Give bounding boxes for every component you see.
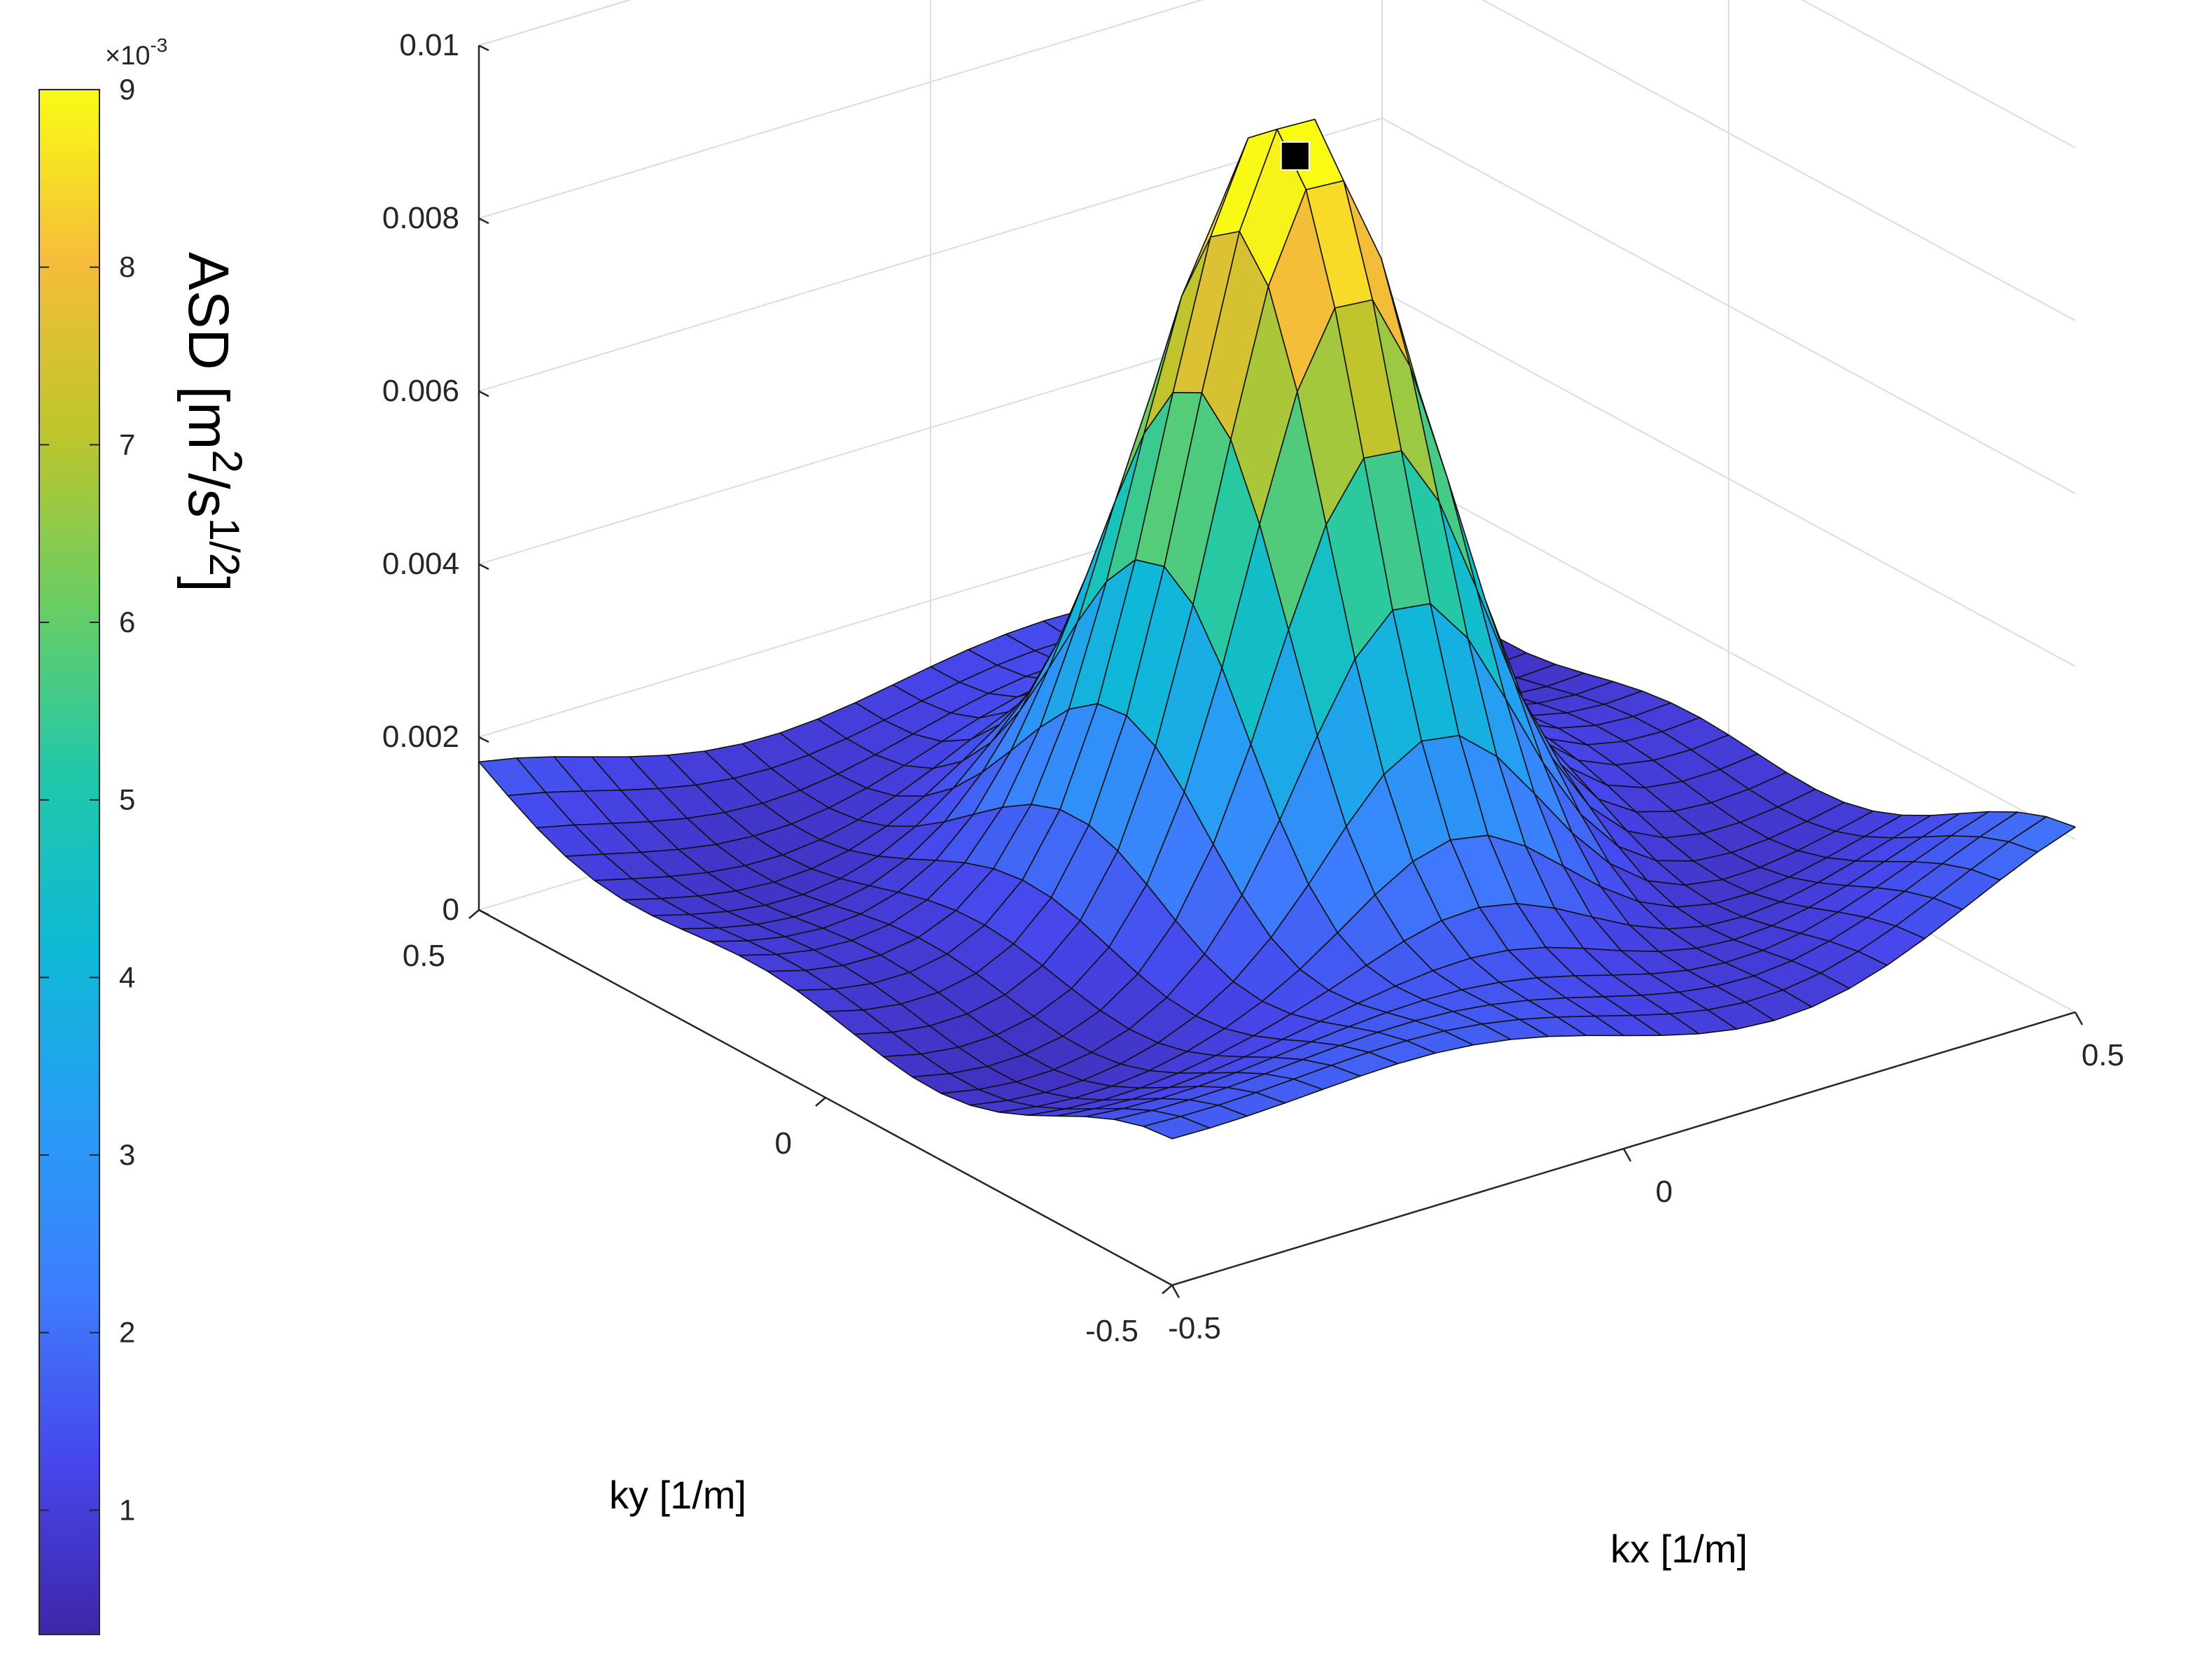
colorbar-bar (39, 89, 100, 1635)
surface-patch (1143, 1116, 1211, 1140)
colorbar-tick-label: 7 (119, 428, 135, 461)
z-tick (478, 736, 489, 743)
colorbar-tick-label: 5 (119, 783, 135, 816)
z-tick (478, 390, 489, 398)
colorbar-tick-label: 2 (119, 1316, 135, 1349)
z-tick (478, 909, 489, 916)
x-tick-label: 0 (1656, 1175, 1673, 1209)
x-tick-label: 0.5 (2082, 1038, 2124, 1072)
colorbar-label: ASD [m2/s1/2] (176, 252, 251, 592)
z-tick-label: 0.004 (382, 547, 459, 581)
colorbar-tick-label: 6 (119, 606, 135, 638)
z-tick-label: 0.006 (382, 374, 459, 408)
x-tick (2074, 1011, 2084, 1026)
z-tick (478, 563, 489, 570)
x-axis-label: kx [1/m] (1610, 1527, 1748, 1571)
colorbar-tick-label: 1 (119, 1493, 135, 1526)
y-tick-label: 0.5 (403, 939, 445, 973)
y-tick-label: 0 (775, 1126, 792, 1161)
x-tick (1171, 1284, 1180, 1298)
peak-marker-layer (1280, 141, 1310, 171)
z-tick-label: 0.01 (399, 28, 459, 62)
colorbar-tick-label: 8 (119, 251, 135, 284)
y-tick (815, 1097, 826, 1107)
peak-marker (1280, 141, 1310, 171)
z-tick-label: 0.002 (382, 720, 459, 754)
colorbar-ticks: 1 2 3 4 5 6 7 8 9 (39, 73, 135, 1526)
y-tick (468, 909, 480, 919)
z-tick (478, 217, 489, 225)
y-axis-label: ky [1/m] (609, 1473, 746, 1517)
y-tick-label: -0.5 (1085, 1314, 1138, 1348)
z-tick-label: 0 (443, 892, 459, 927)
y-tick (1162, 1284, 1173, 1294)
x-tick-label: -0.5 (1168, 1311, 1221, 1345)
tick-labels: 0 0.002 0.004 0.006 0.008 0.01 -0.5 0 0.5 -0.5 0 0.… (382, 28, 2124, 1348)
colorbar-tick-label: 4 (119, 960, 135, 993)
x-tick (1622, 1148, 1632, 1162)
colorbar-tick-label: 3 (119, 1138, 135, 1171)
z-gridline (478, 0, 2076, 321)
z-gridline (478, 0, 2076, 148)
colorbar-tick-label: 9 (119, 73, 135, 106)
colorbar: 1 2 3 4 5 6 7 8 9 ×10-3 ASD [m2/s1/2] (39, 34, 251, 1635)
z-tick (478, 44, 489, 52)
colorbar-scale-note: ×10-3 (105, 34, 167, 71)
z-tick-label: 0.008 (382, 201, 459, 235)
surface-mesh (478, 118, 2076, 1140)
